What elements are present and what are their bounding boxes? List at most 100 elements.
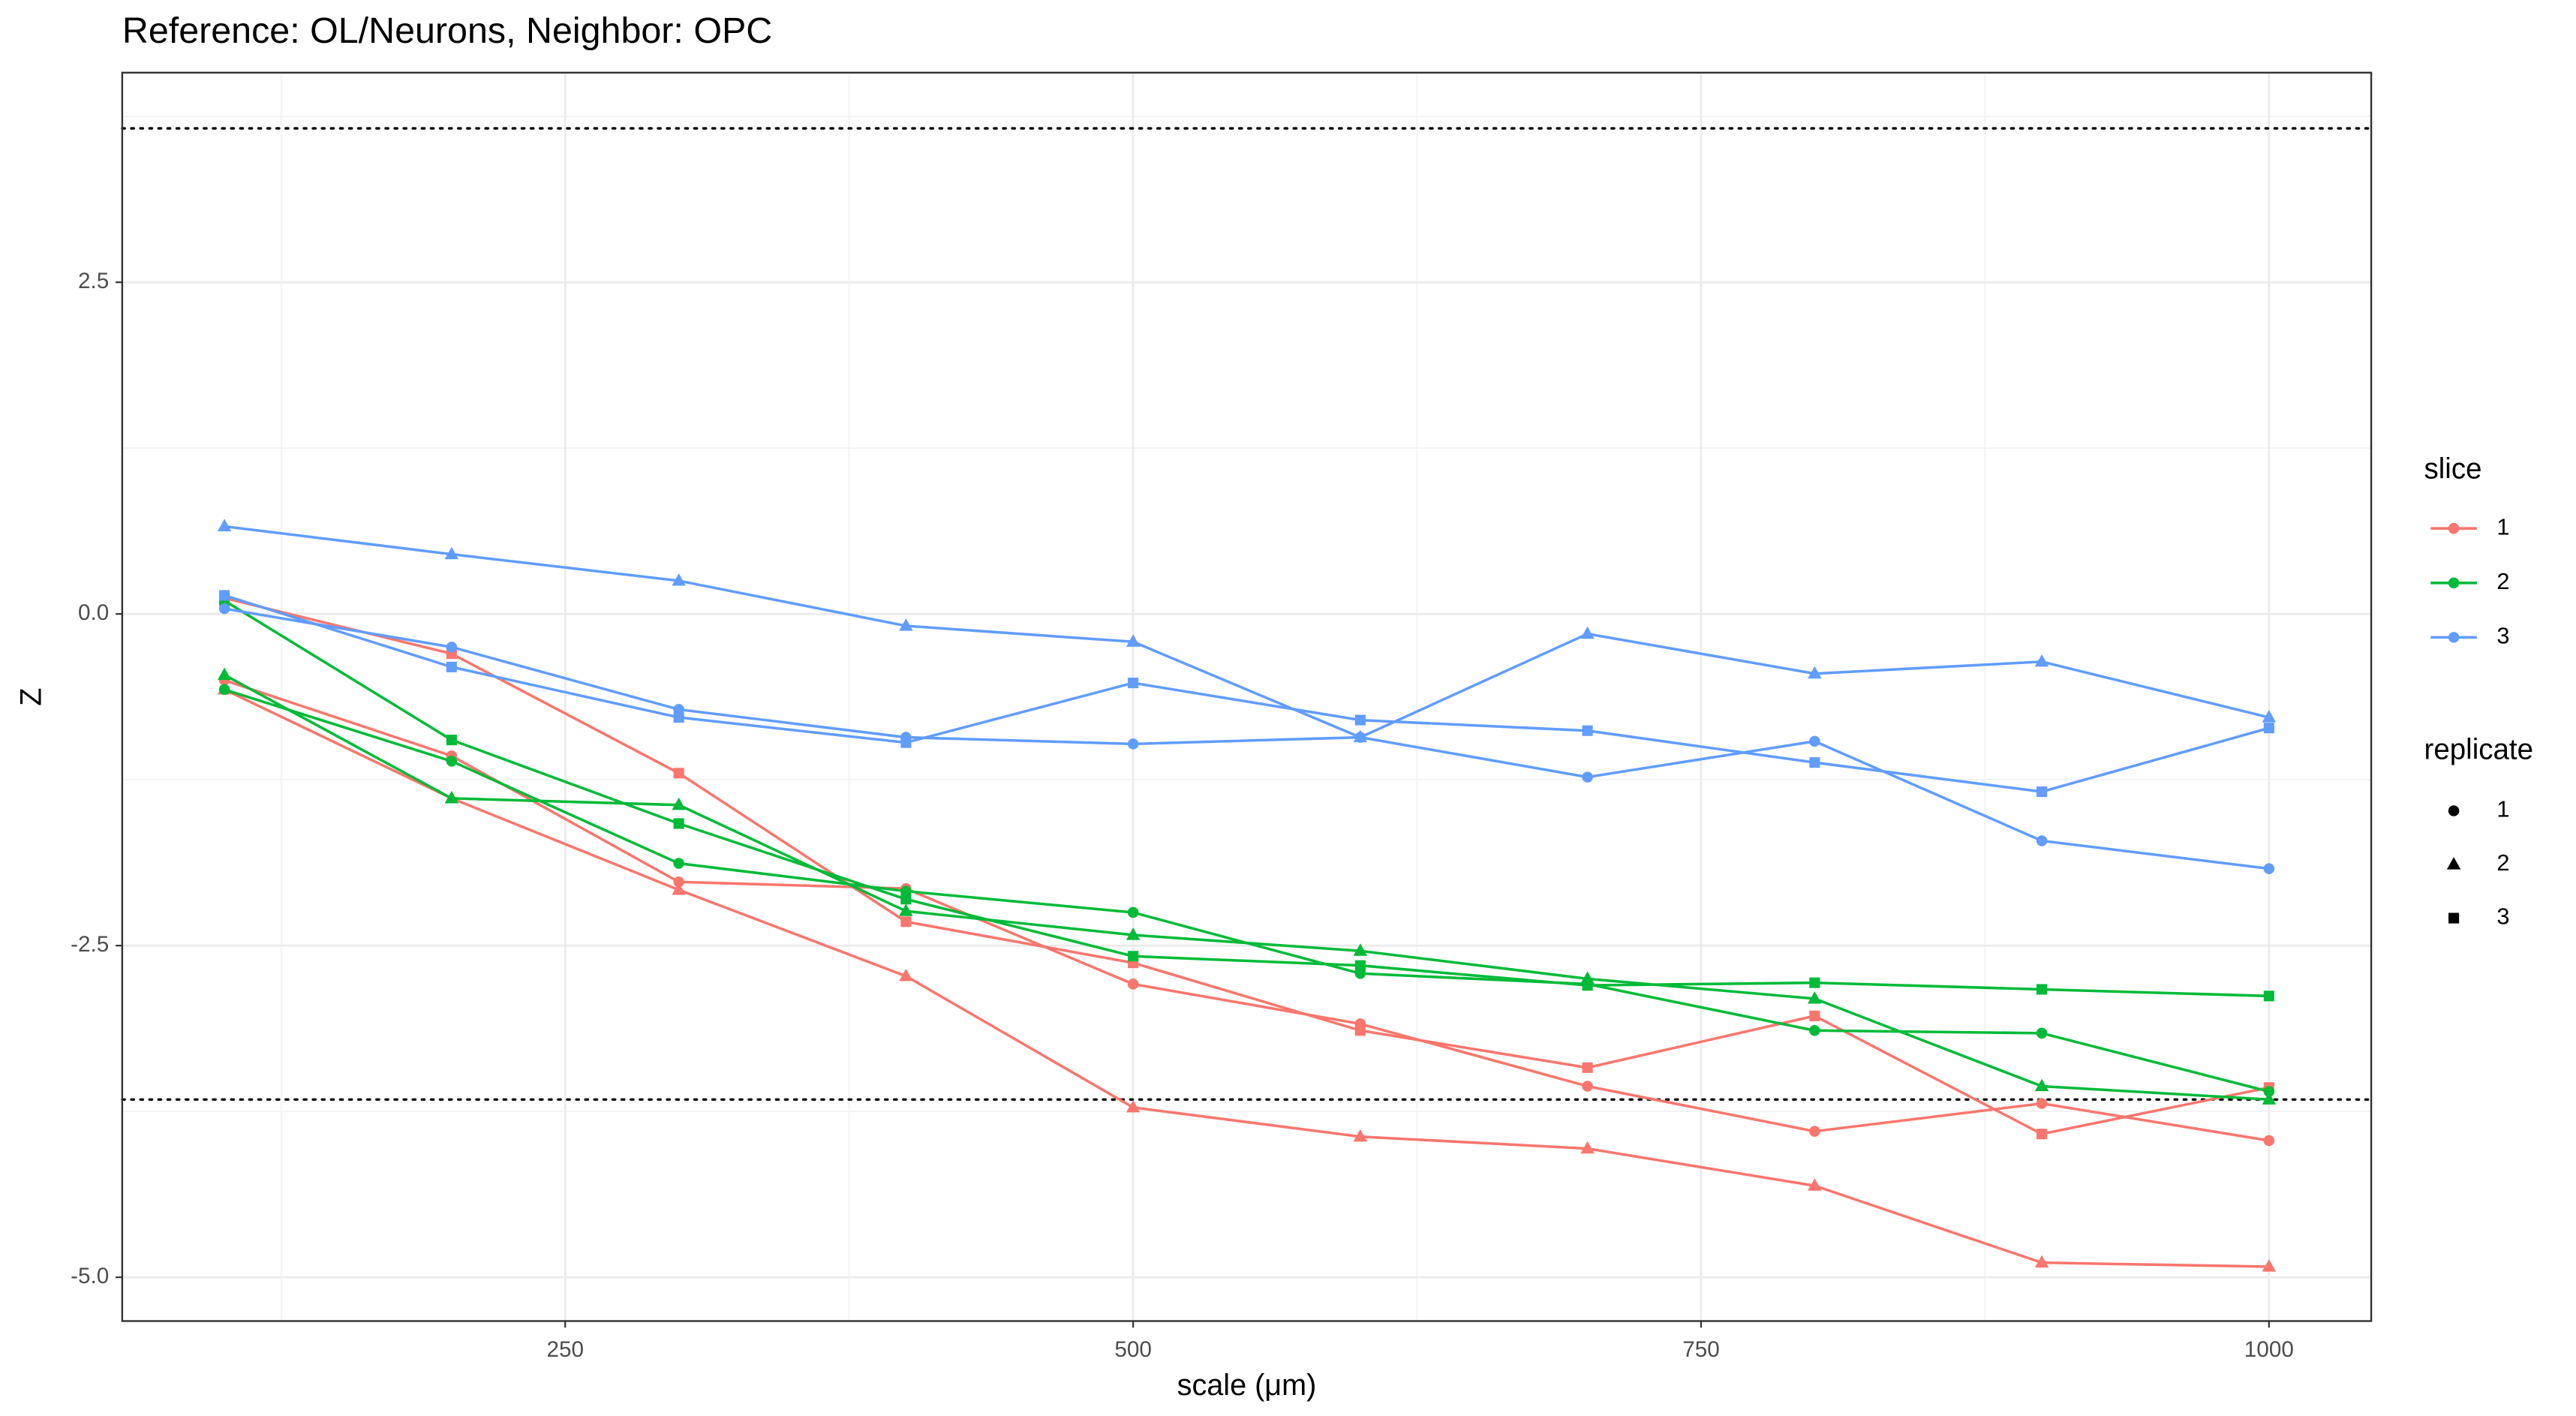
point (1127, 906, 1139, 918)
point (1809, 1010, 1820, 1021)
plot-border (121, 71, 2373, 1322)
point (1582, 1062, 1593, 1073)
point (2034, 654, 2049, 667)
point (1809, 1025, 1820, 1036)
chart-title: Reference: OL/Neurons, Neighbor: OPC (122, 11, 772, 51)
point (1128, 678, 1139, 689)
series (217, 682, 2277, 1272)
series-line (224, 597, 2270, 1136)
point (2036, 984, 2048, 995)
point (2034, 1255, 2049, 1268)
point (2263, 991, 2274, 1002)
point (446, 756, 458, 767)
point (2448, 632, 2460, 643)
series (218, 675, 2275, 1147)
point (1126, 1099, 1141, 1113)
point (1582, 980, 1593, 991)
point (673, 876, 684, 888)
point (1127, 738, 1139, 750)
point (446, 661, 457, 672)
point (2448, 912, 2460, 924)
x-tick-label: 500 (1114, 1337, 1152, 1362)
point (2448, 805, 2460, 816)
point (1582, 771, 1593, 783)
point (2263, 863, 2275, 874)
point (1126, 927, 1141, 940)
x-axis-label: scale (μm) (1177, 1369, 1317, 1402)
point (899, 968, 913, 982)
point (1809, 1126, 1820, 1137)
point (2036, 1027, 2048, 1039)
point (217, 667, 232, 681)
point (1580, 626, 1595, 639)
point (1808, 991, 1822, 1004)
point (672, 797, 686, 810)
point (1582, 725, 1593, 736)
point (2448, 577, 2460, 589)
legend-label: 2 (2496, 568, 2509, 594)
point (2263, 1086, 2275, 1097)
point (1127, 979, 1139, 990)
point (2263, 1135, 2275, 1147)
point (2262, 710, 2277, 723)
series (217, 519, 2277, 743)
point (673, 768, 684, 779)
legend-label: 2 (2496, 849, 2509, 876)
point (1354, 1025, 1366, 1036)
series-line (224, 673, 2269, 1101)
x-tick-label: 250 (546, 1337, 584, 1362)
series (218, 684, 2275, 1097)
legend-label: 1 (2496, 513, 2509, 540)
point (1353, 1129, 1368, 1142)
point (2036, 1129, 2048, 1140)
y-axis-label: Z (15, 688, 48, 706)
point (444, 546, 459, 560)
legend-title: replicate (2424, 733, 2534, 765)
series (219, 595, 2274, 1002)
series-line (224, 594, 2270, 793)
series-line (224, 678, 2270, 1142)
point (673, 712, 684, 723)
point (899, 618, 913, 631)
point (2446, 857, 2461, 870)
point (1809, 757, 1820, 768)
point (2263, 723, 2274, 734)
series-line (224, 525, 2270, 739)
series (218, 603, 2275, 874)
point (900, 737, 912, 748)
point (2262, 1259, 2277, 1272)
point (672, 573, 686, 586)
legend-label: 1 (2496, 796, 2509, 822)
y-tick-label: 2.5 (78, 269, 109, 293)
point (2262, 1092, 2277, 1105)
series-line (224, 607, 2270, 870)
point (1128, 951, 1139, 962)
point (1808, 1178, 1822, 1191)
point (900, 894, 912, 905)
point (2036, 1098, 2048, 1109)
point (1582, 1081, 1593, 1092)
x-tick-label: 1000 (2244, 1337, 2294, 1362)
point (2036, 835, 2048, 846)
y-tick-label: -2.5 (71, 932, 109, 957)
series-line (224, 599, 2269, 998)
point (219, 590, 230, 601)
x-tick-label: 750 (1682, 1337, 1720, 1362)
series-line (224, 688, 2270, 1093)
legend-title: slice (2424, 452, 2482, 485)
point (444, 790, 459, 804)
legend-label: 3 (2496, 623, 2509, 649)
point (2034, 1078, 2049, 1092)
point (1808, 666, 1822, 679)
point (900, 916, 912, 927)
point (2448, 522, 2460, 534)
legend-label: 3 (2496, 903, 2509, 930)
series (219, 590, 2274, 798)
point (1580, 1141, 1595, 1154)
point (2036, 786, 2048, 798)
point (1353, 729, 1368, 743)
point (1809, 977, 1820, 988)
point (899, 903, 913, 916)
